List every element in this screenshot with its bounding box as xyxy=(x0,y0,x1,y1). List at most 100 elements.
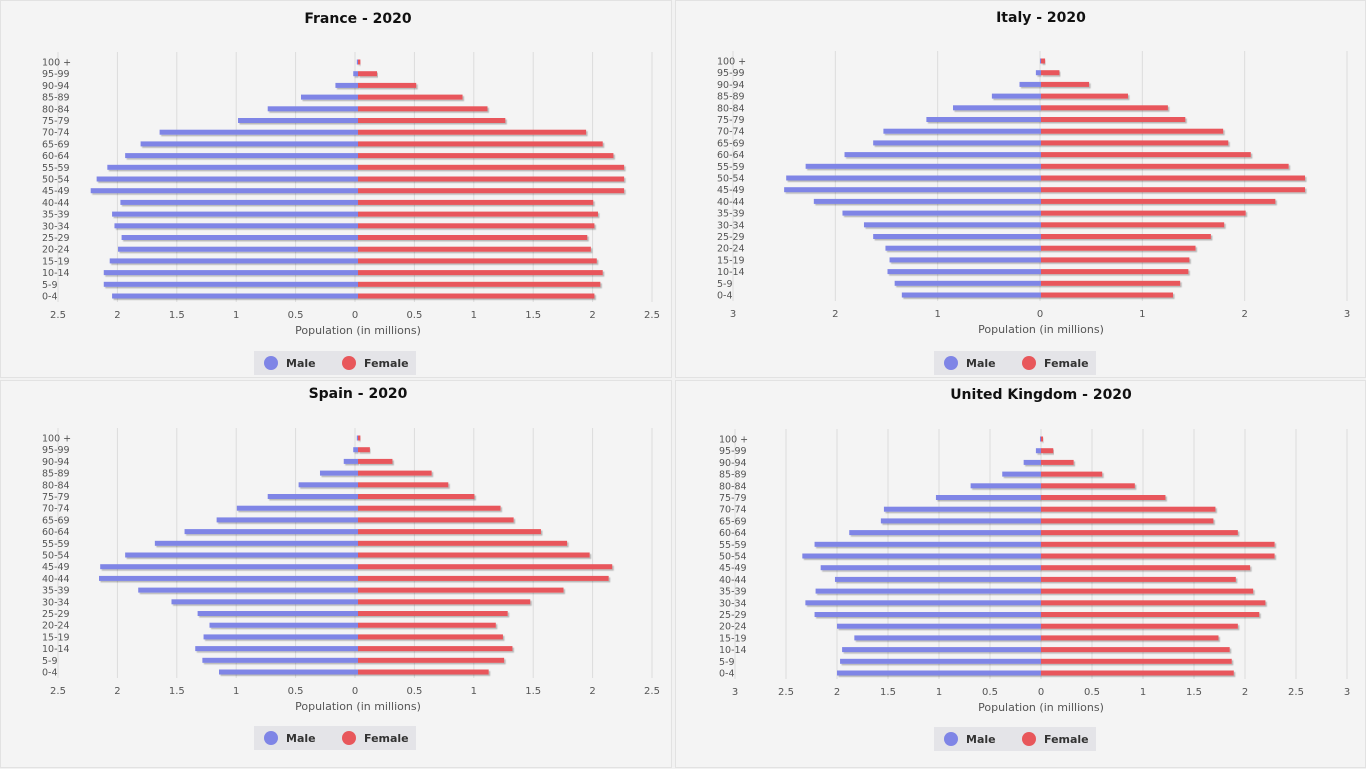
bar-female-70-74[interactable] xyxy=(1041,506,1216,512)
bar-female-0-4[interactable] xyxy=(1041,670,1234,676)
bar-male-0-4[interactable] xyxy=(112,293,358,299)
bar-male-75-79[interactable] xyxy=(926,117,1041,122)
legend-female-swatch[interactable] xyxy=(1022,356,1036,370)
bar-female-30-34[interactable] xyxy=(358,223,595,229)
legend-male-label[interactable]: Male xyxy=(966,357,996,370)
bar-male-85-89[interactable] xyxy=(991,93,1041,99)
bar-female-20-24[interactable] xyxy=(1041,623,1238,629)
bar-female-55-59[interactable] xyxy=(1041,163,1289,169)
bar-female-80-84[interactable] xyxy=(358,482,449,488)
bar-female-75-79[interactable] xyxy=(358,118,506,123)
bar-male-55-59[interactable] xyxy=(107,164,358,170)
bar-male-0-4[interactable] xyxy=(837,670,1041,676)
bar-male-20-24[interactable] xyxy=(885,245,1041,251)
bar-female-5-9[interactable] xyxy=(358,657,505,663)
bar-male-60-64[interactable] xyxy=(849,530,1041,536)
bar-female-90-94[interactable] xyxy=(358,82,417,88)
bar-male-80-84[interactable] xyxy=(952,105,1041,111)
bar-female-45-49[interactable] xyxy=(1041,565,1251,571)
bar-female-40-44[interactable] xyxy=(1041,576,1236,582)
bar-female-55-59[interactable] xyxy=(358,164,625,170)
bar-male-95-99[interactable] xyxy=(1035,70,1041,76)
bar-female-0-4[interactable] xyxy=(1041,292,1174,298)
bar-female-90-94[interactable] xyxy=(1041,459,1074,465)
bar-female-55-59[interactable] xyxy=(1041,541,1275,547)
bar-male-5-9[interactable] xyxy=(103,281,358,287)
legend-male-label[interactable]: Male xyxy=(286,732,316,745)
bar-male-70-74[interactable] xyxy=(883,506,1041,512)
bar-female-15-19[interactable] xyxy=(358,258,597,264)
bar-female-10-14[interactable] xyxy=(358,270,603,276)
bar-male-100[interactable] xyxy=(1039,58,1041,64)
bar-female-5-9[interactable] xyxy=(1041,658,1232,664)
bar-female-60-64[interactable] xyxy=(358,529,541,535)
legend-female-label[interactable]: Female xyxy=(364,357,409,370)
bar-male-80-84[interactable] xyxy=(267,106,358,112)
bar-male-10-14[interactable] xyxy=(195,646,358,652)
bar-male-35-39[interactable] xyxy=(112,211,358,217)
bar-female-85-89[interactable] xyxy=(358,94,463,100)
bar-male-25-29[interactable] xyxy=(197,611,358,616)
bar-female-35-39[interactable] xyxy=(358,587,564,593)
bar-male-100[interactable] xyxy=(356,435,358,441)
bar-female-0-4[interactable] xyxy=(358,669,489,675)
bar-female-50-54[interactable] xyxy=(1041,553,1275,559)
bar-female-45-49[interactable] xyxy=(358,188,625,194)
bar-male-100[interactable] xyxy=(356,59,358,65)
bar-male-20-24[interactable] xyxy=(209,622,359,628)
bar-male-70-74[interactable] xyxy=(883,128,1041,134)
bar-male-75-79[interactable] xyxy=(267,494,358,499)
bar-female-100[interactable] xyxy=(1041,58,1046,64)
bar-female-65-69[interactable] xyxy=(358,141,603,147)
legend-male-label[interactable]: Male xyxy=(966,733,996,746)
bar-female-10-14[interactable] xyxy=(1041,647,1230,653)
bar-female-95-99[interactable] xyxy=(358,447,370,453)
bar-female-25-29[interactable] xyxy=(358,235,588,240)
bar-male-60-64[interactable] xyxy=(844,152,1041,158)
bar-male-75-79[interactable] xyxy=(935,495,1041,500)
bar-male-45-49[interactable] xyxy=(820,565,1041,571)
bar-female-70-74[interactable] xyxy=(358,129,587,135)
bar-female-20-24[interactable] xyxy=(1041,245,1196,251)
bar-male-45-49[interactable] xyxy=(90,188,358,194)
bar-female-20-24[interactable] xyxy=(358,622,496,628)
bar-male-20-24[interactable] xyxy=(118,246,358,252)
bar-female-65-69[interactable] xyxy=(1041,518,1214,524)
bar-female-65-69[interactable] xyxy=(1041,140,1229,146)
bar-male-50-54[interactable] xyxy=(802,553,1041,559)
bar-male-90-94[interactable] xyxy=(1023,459,1041,465)
bar-male-85-89[interactable] xyxy=(300,94,358,100)
bar-female-60-64[interactable] xyxy=(1041,152,1251,158)
bar-female-65-69[interactable] xyxy=(358,517,514,523)
bar-male-5-9[interactable] xyxy=(840,658,1041,664)
bar-female-30-34[interactable] xyxy=(1041,222,1225,228)
bar-female-5-9[interactable] xyxy=(1041,280,1181,286)
bar-male-95-99[interactable] xyxy=(1035,448,1041,454)
bar-female-60-64[interactable] xyxy=(1041,530,1238,536)
bar-male-95-99[interactable] xyxy=(353,447,358,453)
bar-female-45-49[interactable] xyxy=(358,564,613,570)
bar-male-50-54[interactable] xyxy=(96,176,358,182)
bar-female-70-74[interactable] xyxy=(358,505,501,511)
bar-male-85-89[interactable] xyxy=(1002,471,1041,477)
bar-male-40-44[interactable] xyxy=(813,198,1041,204)
bar-male-55-59[interactable] xyxy=(805,163,1041,169)
bar-male-40-44[interactable] xyxy=(120,199,359,205)
bar-female-35-39[interactable] xyxy=(1041,210,1246,216)
bar-male-40-44[interactable] xyxy=(99,575,359,581)
bar-female-35-39[interactable] xyxy=(358,211,598,217)
bar-male-90-94[interactable] xyxy=(343,458,358,464)
bar-female-45-49[interactable] xyxy=(1041,187,1306,193)
bar-female-90-94[interactable] xyxy=(358,458,393,464)
bar-male-75-79[interactable] xyxy=(238,118,358,123)
bar-female-60-64[interactable] xyxy=(358,153,614,159)
legend-female-swatch[interactable] xyxy=(342,356,356,370)
bar-male-65-69[interactable] xyxy=(140,141,358,147)
bar-male-25-29[interactable] xyxy=(121,235,358,240)
bar-female-40-44[interactable] xyxy=(1041,198,1276,204)
bar-female-25-29[interactable] xyxy=(358,611,508,616)
legend-female-label[interactable]: Female xyxy=(1044,733,1089,746)
legend-male-swatch[interactable] xyxy=(264,356,278,370)
bar-male-35-39[interactable] xyxy=(842,210,1041,216)
bar-male-55-59[interactable] xyxy=(154,540,358,546)
